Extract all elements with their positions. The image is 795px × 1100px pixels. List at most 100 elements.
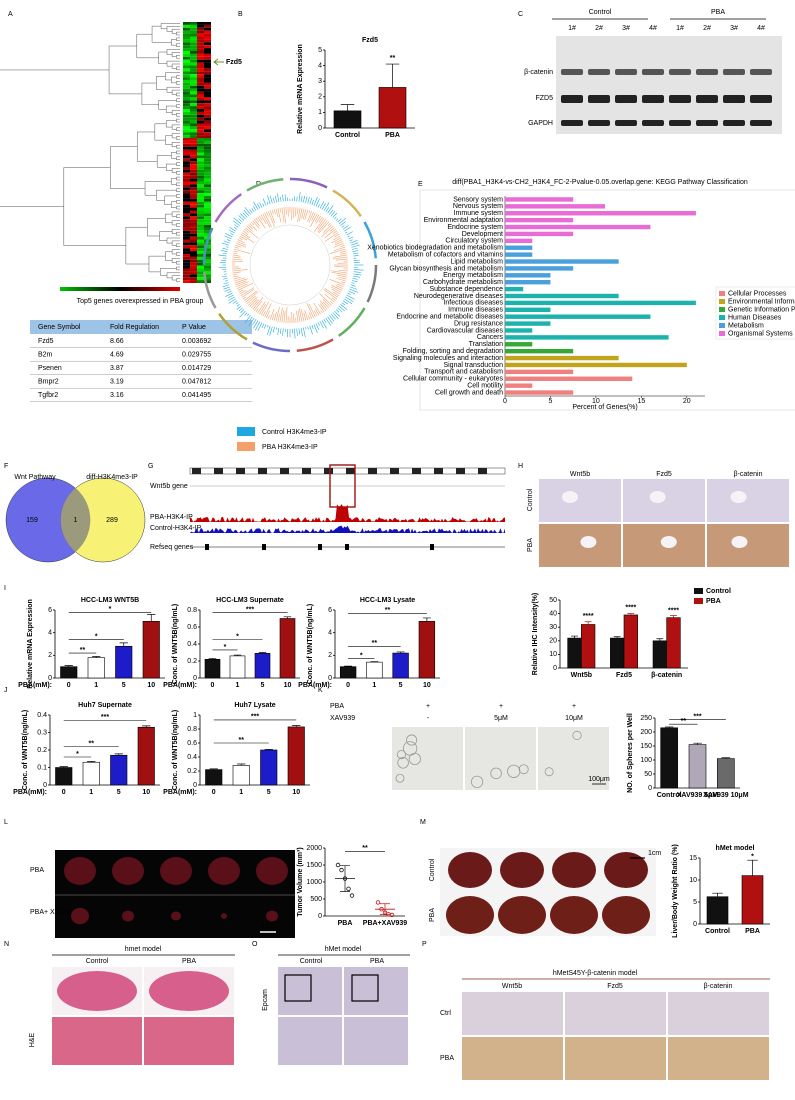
circos-track: [319, 303, 326, 311]
ihc-image: [344, 967, 408, 1015]
bar: [717, 758, 735, 789]
heatmap-cell: [183, 152, 190, 156]
y-tick-label: 3: [318, 78, 322, 85]
heatmap-cell: [190, 167, 197, 170]
sphere: [572, 730, 582, 741]
bar: [505, 342, 533, 347]
heatmap-cell: [183, 143, 190, 147]
circos-track: [234, 277, 246, 282]
heatmap-cell: [183, 227, 190, 231]
circos-segment: [337, 307, 366, 337]
gene-marker: Fzd5: [226, 59, 242, 66]
heatmap-cell: [197, 210, 204, 214]
venn-count: 289: [106, 517, 118, 524]
circos-track: [237, 282, 254, 291]
circos-track: [314, 308, 320, 316]
liver: [552, 852, 596, 888]
heatmap-cell: [204, 161, 211, 165]
circos-track: [267, 315, 270, 319]
dendrogram-branch: [165, 251, 173, 261]
panel-label: P: [422, 941, 427, 948]
heatmap-cell: [183, 135, 190, 138]
heatmap-cell: [197, 184, 204, 188]
dendrogram-branch: [171, 142, 180, 147]
circos-track: [232, 256, 241, 259]
heatmap-cell: [197, 198, 204, 202]
circos-track: [332, 256, 348, 260]
ideogram-band: [434, 468, 443, 474]
circos-track: [313, 302, 321, 315]
heatmap-cell: [204, 225, 211, 228]
circos-track: [352, 247, 358, 250]
circos-track: [244, 312, 248, 316]
heatmap-cell: [197, 262, 204, 266]
bar: [142, 621, 160, 679]
circos-track: [238, 289, 244, 293]
circos-track: [329, 300, 334, 305]
circos-track: [239, 290, 247, 295]
blot-band: [642, 69, 664, 75]
table-cell: 8.66: [110, 338, 124, 345]
circos-track: [320, 310, 323, 314]
circos-track: [311, 212, 316, 221]
heatmap-cell: [183, 198, 190, 202]
heatmap-cell: [183, 140, 190, 144]
circos-track: [253, 320, 259, 329]
bar: [287, 726, 305, 786]
heatmap-cell: [190, 30, 197, 34]
heatmap-cell: [204, 71, 211, 75]
heatmap-cell: [183, 262, 190, 266]
bar: [115, 645, 133, 679]
circos-track: [259, 303, 266, 315]
circos-track: [297, 310, 301, 323]
y-tick-label: 1: [193, 712, 197, 719]
dendrogram-branch: [159, 231, 173, 241]
exon: [345, 544, 349, 550]
legend-swatch: [719, 299, 725, 304]
heatmap-cell: [197, 65, 204, 69]
heatmap-cell: [197, 227, 204, 231]
circos-track: [240, 213, 246, 220]
x-tick-label: PBA: [385, 132, 400, 139]
circos-track: [255, 217, 260, 223]
circos-track: [253, 201, 259, 210]
heatmap-cell: [190, 280, 197, 283]
circos-track: [232, 271, 241, 274]
heatmap-cell: [204, 175, 211, 179]
circos-track: [266, 325, 271, 336]
heatmap-cell: [183, 164, 190, 167]
circos-track: [250, 221, 255, 226]
blot-band: [696, 120, 718, 126]
legend-swatch: [237, 442, 255, 451]
circos-track: [305, 327, 307, 330]
tumor: [266, 910, 278, 922]
circos-track: [233, 217, 242, 225]
x-tick-label: 0: [211, 682, 215, 689]
tumor: [256, 857, 288, 885]
heatmap-cell: [197, 277, 204, 281]
y-axis-label: Conc. of WNT5B(ng/mL): [22, 710, 29, 791]
table-cell: 0.047812: [182, 378, 211, 385]
table-cell: B2m: [38, 351, 53, 358]
circos-track: [317, 322, 320, 326]
legend-swatch: [719, 331, 725, 336]
tumor: [71, 907, 89, 925]
legend-label: PBA H3K4me3-IP: [262, 444, 318, 451]
heatmap-cell: [204, 233, 211, 237]
heatmap-cell: [190, 100, 197, 104]
x-axis-label: PBA(mM):: [163, 682, 197, 689]
heatmap-cell: [190, 245, 197, 249]
circos-track: [353, 269, 364, 271]
table-cell: 0.029755: [182, 351, 211, 358]
heatmap-cell: [190, 27, 197, 31]
heatmap-cell: [197, 225, 204, 228]
y-tick-label: 40: [549, 610, 557, 617]
circos-track: [277, 208, 282, 223]
y-tick-label: 0.8: [187, 726, 197, 733]
legend-swatch: [719, 291, 725, 296]
error-bar: [283, 616, 292, 619]
y-tick-label: 50: [644, 771, 652, 778]
panel-label: J: [4, 687, 8, 694]
heatmap-cell: [197, 22, 204, 25]
sd-whisker: [340, 865, 350, 892]
